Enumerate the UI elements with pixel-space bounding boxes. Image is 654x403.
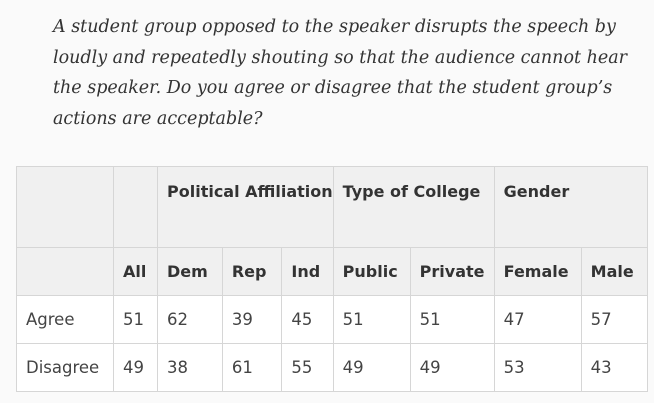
table-cell: 51 xyxy=(113,295,158,344)
table-cell: 47 xyxy=(493,295,582,344)
group-header-political-affiliation: Political Affiliation xyxy=(157,166,334,248)
group-header-type-of-college: Type of College xyxy=(332,166,495,248)
table-cell: 49 xyxy=(332,343,411,392)
row-label-agree: Agree xyxy=(16,295,114,344)
survey-question: A student group opposed to the speaker d… xyxy=(53,17,628,129)
table-cell: 39 xyxy=(221,295,283,344)
table-empty-group-cell xyxy=(113,166,158,248)
table-column-header-row: All Dem Rep Ind Public Private Female Ma… xyxy=(16,247,648,296)
table-cell: 49 xyxy=(113,343,158,392)
column-header-private: Private xyxy=(409,247,495,296)
column-header-male: Male xyxy=(580,247,648,296)
survey-results-table: Political Affiliation Type of College Ge… xyxy=(16,166,648,392)
table-cell: 43 xyxy=(580,343,648,392)
column-header-all: All xyxy=(113,247,158,296)
group-header-gender: Gender xyxy=(493,166,648,248)
table-cell: 61 xyxy=(221,343,283,392)
table-cell: 55 xyxy=(281,343,334,392)
table-cell: 45 xyxy=(281,295,334,344)
table-cell: 38 xyxy=(157,343,223,392)
column-header-ind: Ind xyxy=(281,247,334,296)
table-row-disagree: Disagree 49 38 61 55 49 49 53 43 xyxy=(16,343,648,392)
column-header-female: Female xyxy=(493,247,582,296)
table-cell: 53 xyxy=(493,343,582,392)
table-cell: 57 xyxy=(580,295,648,344)
table-row-agree: Agree 51 62 39 45 51 51 47 57 xyxy=(16,295,648,344)
table-cell: 62 xyxy=(157,295,223,344)
table-corner-cell xyxy=(16,166,114,248)
table-cell: 51 xyxy=(332,295,411,344)
table-cell: 51 xyxy=(409,295,495,344)
table-cell: 49 xyxy=(409,343,495,392)
column-header-dem: Dem xyxy=(157,247,223,296)
table-empty-label-cell xyxy=(16,247,114,296)
column-header-rep: Rep xyxy=(221,247,283,296)
column-header-public: Public xyxy=(332,247,411,296)
row-label-disagree: Disagree xyxy=(16,343,114,392)
table-group-header-row: Political Affiliation Type of College Ge… xyxy=(16,166,648,248)
